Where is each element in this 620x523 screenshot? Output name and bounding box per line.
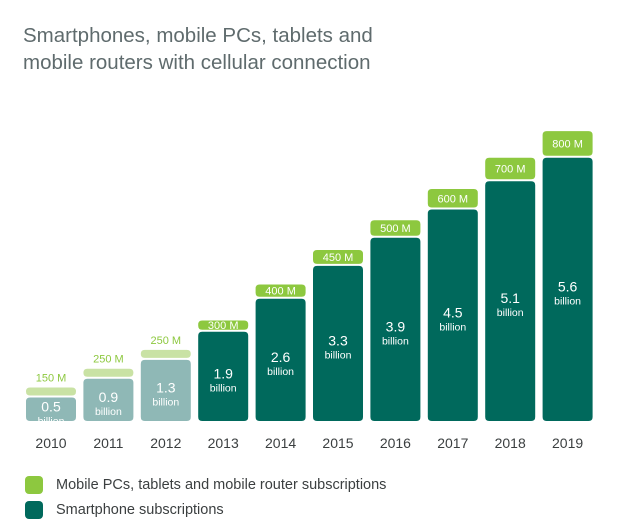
label-smartphone-value-2015: 3.3 [328, 332, 348, 348]
bar-mobile-pcs-2019 [542, 131, 593, 156]
bar-mobile-pcs-2011 [83, 368, 134, 377]
label-smartphone-value-2013: 1.9 [213, 365, 233, 381]
label-smartphone-value-2014: 2.6 [271, 349, 291, 365]
label-mobile-pcs-2010: 150 M [36, 373, 67, 385]
label-smartphone-value-2017: 4.5 [443, 304, 463, 320]
legend-item-mobile-pcs: Mobile PCs, tablets and mobile router su… [25, 473, 386, 497]
x-tick-label-2013: 2013 [208, 435, 239, 451]
chart-title: Smartphones, mobile PCs, tablets and mob… [23, 22, 583, 76]
label-mobile-pcs-2016: 500 M [380, 223, 411, 235]
label-smartphone-unit-2010: billion [38, 415, 65, 427]
bar-smartphone-2014 [255, 298, 306, 421]
label-smartphone-unit-2018: billion [497, 307, 524, 319]
label-mobile-pcs-2011: 250 M [93, 354, 124, 366]
label-smartphone-value-2012: 1.3 [156, 379, 176, 395]
x-tick-label-2010: 2010 [35, 435, 66, 451]
label-smartphone-unit-2014: billion [267, 366, 294, 378]
bar-mobile-pcs-2018 [485, 157, 536, 180]
bar-smartphone-2012 [140, 359, 191, 421]
label-mobile-pcs-2013: 300 M [208, 320, 239, 332]
label-smartphone-unit-2019: billion [554, 295, 581, 307]
bar-mobile-pcs-2010 [26, 387, 76, 396]
label-smartphone-value-2010: 0.5 [41, 398, 61, 414]
label-mobile-pcs-2012: 250 M [151, 335, 182, 347]
bar-mobile-pcs-2016 [370, 220, 421, 236]
label-smartphone-unit-2015: billion [325, 349, 352, 361]
chart-title-line-1: Smartphones, mobile PCs, tablets and [23, 24, 373, 47]
bar-mobile-pcs-2014 [255, 284, 306, 297]
label-smartphone-unit-2017: billion [439, 321, 466, 333]
label-smartphone-value-2016: 3.9 [386, 318, 406, 334]
legend-label-mobile-pcs: Mobile PCs, tablets and mobile router su… [56, 477, 387, 493]
bar-smartphone-2011 [83, 378, 134, 421]
bar-mobile-pcs-2015 [313, 250, 363, 264]
label-smartphone-unit-2012: billion [152, 396, 179, 408]
label-smartphone-value-2019: 5.6 [558, 278, 578, 294]
x-tick-label-2012: 2012 [150, 435, 181, 451]
x-tick-label-2016: 2016 [380, 435, 411, 451]
label-smartphone-unit-2013: billion [210, 382, 237, 394]
x-tick-label-2019: 2019 [552, 435, 583, 451]
legend-item-smartphone: Smartphone subscriptions [25, 498, 386, 522]
label-smartphone-value-2018: 5.1 [500, 290, 520, 306]
chart-title-line-2: mobile routers with cellular connection [23, 51, 371, 74]
bar-smartphone-2018 [485, 181, 536, 421]
label-mobile-pcs-2015: 450 M [323, 252, 354, 264]
label-smartphone-value-2011: 0.9 [99, 389, 119, 405]
legend-swatch-mobile-pcs [25, 476, 43, 494]
label-mobile-pcs-2017: 600 M [438, 193, 469, 205]
bar-smartphone-2019 [542, 157, 593, 422]
bar-mobile-pcs-2012 [140, 349, 191, 358]
x-tick-label-2017: 2017 [437, 435, 468, 451]
bar-smartphone-2010 [26, 397, 76, 421]
bar-mobile-pcs-2013 [198, 320, 249, 330]
label-smartphone-unit-2016: billion [382, 335, 409, 347]
x-tick-label-2011: 2011 [93, 435, 123, 451]
legend-swatch-smartphone [25, 501, 43, 519]
bar-smartphone-2016 [370, 237, 421, 421]
bar-smartphone-2017 [427, 209, 478, 421]
x-tick-label-2015: 2015 [322, 435, 353, 451]
bar-smartphone-2013 [198, 331, 249, 421]
legend-label-smartphone: Smartphone subscriptions [56, 502, 224, 518]
label-mobile-pcs-2018: 700 M [495, 164, 526, 176]
bar-mobile-pcs-2017 [427, 189, 478, 208]
chart-legend: Mobile PCs, tablets and mobile router su… [25, 473, 386, 523]
label-mobile-pcs-2019: 800 M [552, 138, 583, 150]
x-tick-label-2018: 2018 [495, 435, 526, 451]
label-mobile-pcs-2014: 400 M [265, 286, 296, 298]
label-smartphone-unit-2011: billion [95, 406, 122, 418]
bar-smartphone-2015 [313, 265, 363, 421]
x-tick-label-2014: 2014 [265, 435, 296, 451]
